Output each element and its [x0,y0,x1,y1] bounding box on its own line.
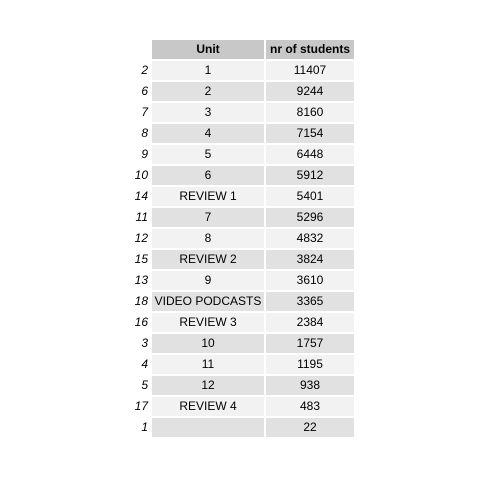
students-per-unit-table: Unit nr of students 2 1 11407 6 2 9244 7 3 8160 8… [120,38,356,439]
students-count-cell[interactable]: 5912 [266,166,354,185]
table-row[interactable]: 10 6 5912 [122,166,354,185]
students-count-column-header[interactable]: nr of students [266,40,354,59]
table-row[interactable]: 13 9 3610 [122,271,354,290]
table-row[interactable]: 12 8 4832 [122,229,354,248]
table-row[interactable]: 4 11 1195 [122,355,354,374]
students-count-cell[interactable]: 3824 [266,250,354,269]
table-row[interactable]: 17 REVIEW 4 483 [122,397,354,416]
students-table-container: Unit nr of students 2 1 11407 6 2 9244 7 3 8160 8… [120,38,356,439]
students-count-cell[interactable]: 3610 [266,271,354,290]
students-count-cell[interactable]: 4832 [266,229,354,248]
unit-cell[interactable]: 9 [152,271,264,290]
table-row[interactable]: 11 7 5296 [122,208,354,227]
unit-cell[interactable]: 5 [152,145,264,164]
table-row[interactable]: 6 2 9244 [122,82,354,101]
students-count-cell[interactable]: 7154 [266,124,354,143]
row-index: 14 [134,189,148,203]
row-index: 12 [134,231,148,245]
row-index: 16 [134,315,148,329]
unit-cell[interactable]: 10 [152,334,264,353]
students-count-cell[interactable]: 6448 [266,145,354,164]
row-index: 7 [141,105,148,119]
students-count-cell[interactable]: 9244 [266,82,354,101]
table-row[interactable]: 8 4 7154 [122,124,354,143]
header-row: Unit nr of students [122,40,354,59]
table-row[interactable]: 1 22 [122,418,354,437]
unit-cell[interactable]: 7 [152,208,264,227]
table-row[interactable]: 7 3 8160 [122,103,354,122]
table-row[interactable]: 15 REVIEW 2 3824 [122,250,354,269]
row-index-header [122,40,150,59]
row-index: 10 [134,168,148,182]
row-index: 1 [141,420,148,434]
row-index: 4 [141,357,148,371]
table-row[interactable]: 5 12 938 [122,376,354,395]
unit-cell[interactable]: 11 [152,355,264,374]
unit-cell[interactable]: 4 [152,124,264,143]
unit-cell[interactable]: REVIEW 4 [152,397,264,416]
students-count-cell[interactable]: 3365 [266,292,354,311]
row-index: 17 [134,399,148,413]
unit-cell[interactable]: REVIEW 3 [152,313,264,332]
table-row[interactable]: 14 REVIEW 1 5401 [122,187,354,206]
unit-cell[interactable]: 3 [152,103,264,122]
table-body: 2 1 11407 6 2 9244 7 3 8160 8 4 7154 9 5 6448 10 6 5912 14… [122,61,354,437]
row-index: 8 [141,126,148,140]
unit-cell[interactable]: 8 [152,229,264,248]
unit-cell[interactable] [152,418,264,437]
students-count-cell[interactable]: 1757 [266,334,354,353]
row-index: 3 [141,336,148,350]
unit-column-header[interactable]: Unit [152,40,264,59]
unit-cell[interactable]: 2 [152,82,264,101]
students-count-cell[interactable]: 5401 [266,187,354,206]
row-index: 18 [134,294,148,308]
unit-cell[interactable]: VIDEO PODCASTS [152,292,264,311]
row-index: 5 [141,378,148,392]
students-count-cell[interactable]: 1195 [266,355,354,374]
unit-cell[interactable]: REVIEW 1 [152,187,264,206]
row-index: 2 [141,63,148,77]
unit-cell[interactable]: REVIEW 2 [152,250,264,269]
table-row[interactable]: 16 REVIEW 3 2384 [122,313,354,332]
row-index: 9 [141,147,148,161]
table-row[interactable]: 18 VIDEO PODCASTS 3365 [122,292,354,311]
row-index: 13 [134,273,148,287]
table-row[interactable]: 3 10 1757 [122,334,354,353]
students-count-cell[interactable]: 2384 [266,313,354,332]
students-count-cell[interactable]: 483 [266,397,354,416]
row-index: 15 [134,252,148,266]
table-row[interactable]: 2 1 11407 [122,61,354,80]
students-count-cell[interactable]: 11407 [266,61,354,80]
students-count-cell[interactable]: 938 [266,376,354,395]
row-index: 6 [141,84,148,98]
table-row[interactable]: 9 5 6448 [122,145,354,164]
unit-cell[interactable]: 6 [152,166,264,185]
row-index: 11 [135,210,148,224]
students-count-cell[interactable]: 5296 [266,208,354,227]
unit-cell[interactable]: 1 [152,61,264,80]
unit-cell[interactable]: 12 [152,376,264,395]
students-count-cell[interactable]: 22 [266,418,354,437]
students-count-cell[interactable]: 8160 [266,103,354,122]
